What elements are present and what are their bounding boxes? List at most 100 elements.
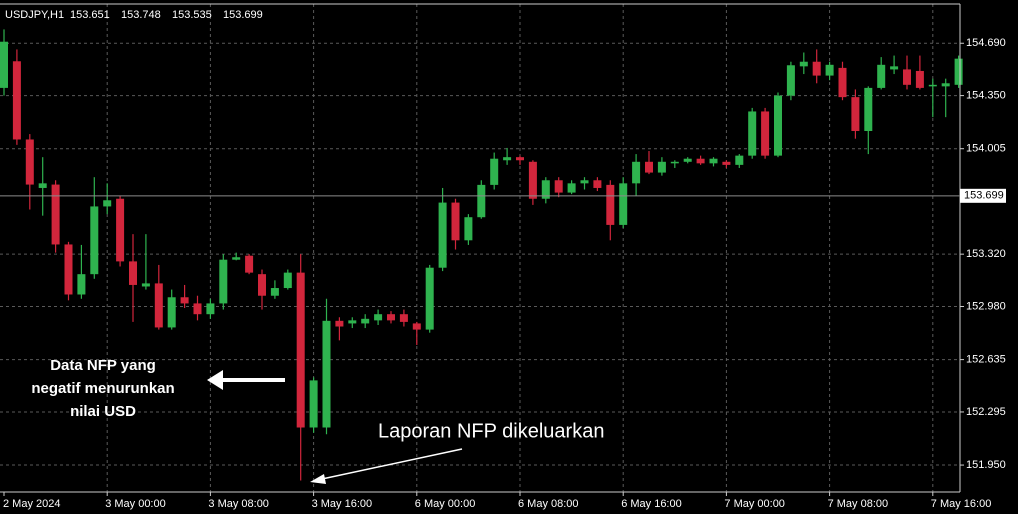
candle-body: [64, 244, 73, 295]
candle-body: [516, 157, 524, 161]
candle-body: [851, 97, 860, 132]
candle-body: [451, 202, 460, 241]
candle-body: [141, 283, 150, 287]
candle-body: [103, 200, 112, 207]
candle-body: [193, 303, 202, 315]
candle-body: [632, 161, 641, 184]
candle-body: [748, 111, 757, 156]
candle-body: [90, 206, 99, 275]
y-tick-label: 152.635: [966, 354, 1006, 366]
x-tick-label: 3 May 00:00: [105, 498, 166, 510]
candle-body: [709, 158, 718, 164]
candle-body: [683, 158, 692, 162]
y-tick-label: 152.295: [966, 406, 1006, 418]
x-tick-label: 2 May 2024: [3, 498, 60, 510]
candle-body: [528, 161, 537, 199]
candle-body: [503, 157, 512, 161]
candle-body: [12, 61, 21, 140]
candle-body: [890, 66, 899, 70]
candle-body: [206, 303, 215, 315]
candle-body: [477, 184, 486, 218]
header-value: 153.651: [70, 9, 110, 21]
price-label: 153.699: [964, 190, 1004, 202]
candle-body: [245, 255, 254, 273]
y-tick-label: 154.350: [966, 90, 1006, 102]
candle-body: [296, 272, 305, 428]
candle-body: [619, 183, 628, 225]
x-tick-label: 7 May 08:00: [828, 498, 889, 510]
candle-body: [425, 267, 434, 330]
candle-body: [954, 58, 963, 85]
header-value: 153.699: [223, 9, 263, 21]
annotation: Laporan NFP dikeluarkan: [378, 420, 604, 442]
annotation: nilai USD: [70, 403, 136, 420]
candle-body: [51, 184, 60, 245]
candle-body: [941, 83, 950, 87]
candle-body: [412, 323, 421, 330]
candle-body: [490, 158, 499, 185]
candle-body: [154, 283, 163, 328]
y-tick-label: 154.005: [966, 143, 1006, 155]
annotation: Data NFP yang: [50, 357, 156, 374]
candle-body: [812, 61, 821, 76]
candle-body: [799, 61, 808, 67]
candle-body: [786, 65, 795, 96]
candle-body: [129, 261, 137, 285]
header-value: 153.535: [172, 9, 212, 21]
header-value: 153.748: [121, 9, 161, 21]
candle-body: [696, 158, 705, 164]
x-tick-label: 6 May 00:00: [415, 498, 476, 510]
candle-body: [335, 320, 344, 327]
candle-body: [38, 183, 47, 188]
candle-body: [399, 314, 408, 322]
candles: [0, 29, 963, 481]
candle-body: [915, 70, 924, 88]
candle-body: [258, 274, 266, 296]
candle-body: [567, 183, 576, 193]
candle-body: [877, 64, 886, 88]
candle-body: [167, 297, 176, 328]
arrow: [321, 448, 463, 480]
candle-body: [180, 297, 189, 304]
candle-body: [322, 320, 331, 428]
candle-body: [77, 274, 86, 295]
annotation: negatif menurunkan: [31, 380, 174, 397]
candle-body: [283, 272, 292, 289]
candle-body: [348, 320, 357, 324]
candle-body: [606, 184, 615, 225]
candle-body: [232, 257, 241, 260]
y-tick-label: 153.320: [966, 248, 1006, 260]
candle-body: [903, 69, 911, 85]
candle-body: [270, 288, 279, 296]
price-label-box: [960, 188, 1006, 203]
candle-body: [374, 314, 383, 321]
candle-body: [580, 180, 589, 184]
x-tick-label: 6 May 16:00: [621, 498, 682, 510]
header-values: 153.651 153.748 153.535 153.699: [70, 9, 263, 21]
y-tick-label: 152.980: [966, 300, 1006, 312]
candle-body: [761, 111, 770, 156]
candle-body: [928, 84, 937, 87]
grid: [0, 4, 960, 492]
y-tick-label: 151.950: [966, 459, 1006, 471]
candle-body: [838, 67, 847, 98]
candle-body: [387, 314, 395, 321]
candle-body: [722, 161, 731, 165]
arrow-head: [207, 370, 223, 390]
candle-body: [541, 180, 550, 199]
candle-body: [593, 180, 602, 188]
x-tick-label: 3 May 16:00: [312, 498, 373, 510]
x-tick-label: 3 May 08:00: [208, 498, 269, 510]
x-tick-label: 7 May 00:00: [724, 498, 785, 510]
candle-body: [219, 259, 228, 304]
arrow-head: [310, 474, 326, 484]
x-tick-label: 7 May 16:00: [931, 498, 992, 510]
candle-body: [670, 161, 679, 164]
candle-body: [774, 95, 782, 156]
candle-body: [0, 41, 8, 88]
symbol: USDJPY,H1: [5, 9, 64, 21]
candle-body: [25, 139, 34, 185]
